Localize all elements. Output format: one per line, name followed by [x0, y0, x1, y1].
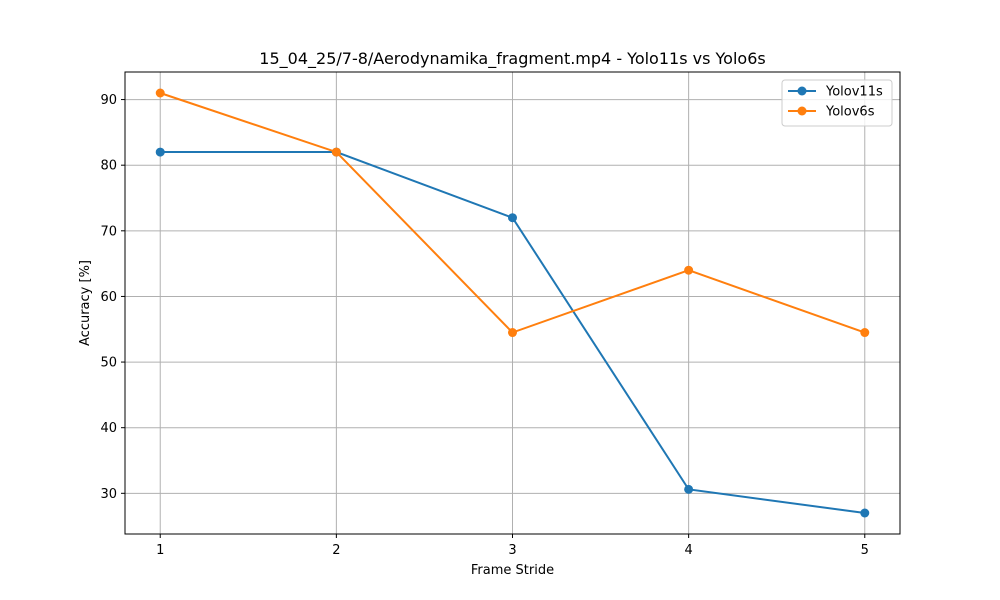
ticks: 1 2 3 4 5 30 40 50 60 70 80 90 [100, 93, 868, 558]
grid [125, 72, 900, 534]
x-tick-label: 2 [332, 543, 340, 558]
y-tick-label: 30 [100, 487, 117, 502]
data-point-yolov6s [860, 328, 870, 338]
y-tick-label: 70 [100, 224, 117, 239]
y-axis-label: Accuracy [%] [78, 260, 93, 346]
legend-label: Yolov6s [825, 105, 875, 120]
y-tick-label: 90 [100, 93, 117, 108]
x-axis-label: Frame Stride [471, 563, 554, 578]
x-tick-label: 1 [156, 543, 164, 558]
chart-title: 15_04_25/7-8/Aerodynamika_fragment.mp4 -… [259, 49, 765, 69]
legend-marker [797, 86, 807, 96]
data-point-yolov6s [331, 147, 341, 157]
legend-entry: Yolov6s [788, 105, 875, 120]
y-tick-label: 60 [100, 290, 117, 305]
x-tick-label: 3 [508, 543, 516, 558]
data-point-yolov11s [508, 213, 517, 223]
legend-marker [797, 106, 807, 116]
y-tick-label: 50 [100, 356, 117, 371]
x-tick-label: 5 [861, 543, 869, 558]
data-point-yolov11s [155, 147, 165, 157]
series-yolov6s [155, 88, 870, 338]
series-layer [155, 88, 870, 518]
data-point-yolov6s [684, 265, 694, 275]
data-point-yolov6s [508, 328, 517, 338]
legend-label: Yolov11s [825, 85, 883, 100]
legend: Yolov11s Yolov6s [781, 79, 893, 127]
data-point-yolov11s [684, 484, 694, 494]
data-point-yolov11s [860, 508, 870, 518]
y-tick-label: 80 [100, 159, 117, 174]
x-tick-label: 4 [684, 543, 692, 558]
y-tick-label: 40 [100, 421, 117, 436]
legend-entry: Yolov11s [788, 85, 883, 100]
data-point-yolov6s [155, 88, 165, 98]
